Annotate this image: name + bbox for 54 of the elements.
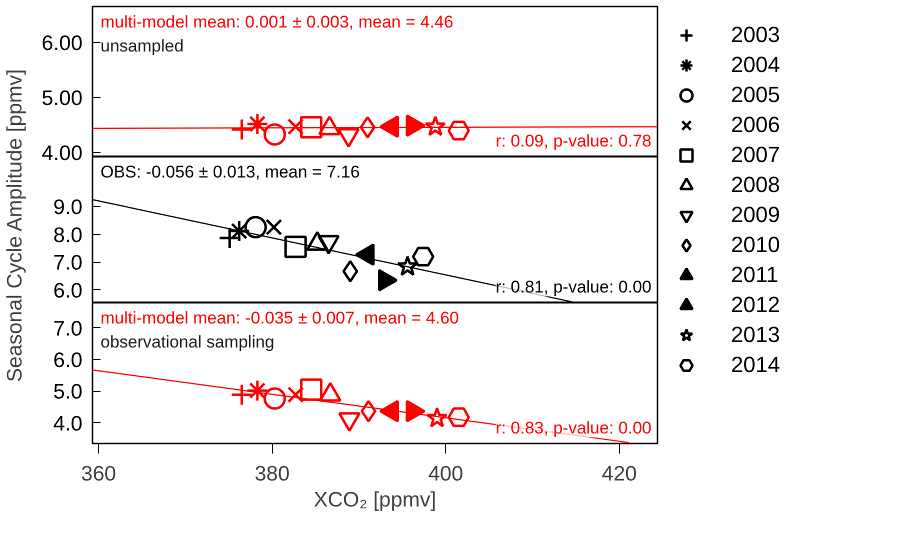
y-tick-label: 7.0 [53,252,83,275]
point [284,236,307,258]
point [287,386,304,404]
y-axis-title: Seasonal Cycle Amplitude [ppmv] [4,69,27,382]
y-tick-label: 7.0 [53,317,83,340]
point [246,379,269,402]
annotation: multi-model mean: -0.035 ± 0.007, mean = 4.60 [100,308,460,328]
y-tick-label: 6.00 [42,32,83,55]
point [426,406,448,428]
x-tick-label: 380 [254,462,290,486]
legend-label: 2014 [731,351,780,379]
legend-label: 2005 [731,81,780,109]
point [266,218,282,236]
x-tick-label: 360 [81,462,116,486]
point [264,387,286,410]
y-tick-label: 6.0 [53,349,83,372]
point [244,216,267,238]
point [396,255,418,276]
point [448,120,470,140]
y-tick-label: 9.0 [53,196,83,220]
legend-label: 2007 [731,141,780,169]
point [424,115,446,136]
y-tick-label: 5.0 [53,380,83,404]
annotation: r: 0.81, p-value: 0.00 [496,278,652,296]
annotation: unsampled [100,36,184,56]
annotation: r: 0.09, p-value: 0.78 [496,132,652,150]
y-tick-label: 4.00 [42,142,83,166]
point [412,246,434,267]
annotation: r: 0.83, p-value: 0.00 [496,418,652,438]
legend-label: 2010 [731,231,780,259]
legend-label: 2004 [731,51,780,79]
x-tick-label: 420 [602,462,637,486]
point [360,116,376,139]
point [300,378,322,401]
annotation: observational sampling [100,332,274,352]
point [342,260,358,283]
y-tick-label: 4.0 [53,412,83,436]
point [246,112,269,136]
y-tick-label: 6.0 [53,279,83,302]
y-tick-label: 5.00 [42,86,83,110]
legend-label: 2013 [731,321,780,349]
legend-label: 2008 [731,171,780,199]
legend-label: 2009 [731,201,780,229]
point [300,116,322,139]
annotation: multi-model mean: 0.001 ± 0.003, mean = 4.46 [100,12,454,32]
legend-label: 2003 [731,21,780,49]
x-axis-title: XCO₂ [ppmv] [314,488,436,512]
y-tick-label: 8.0 [53,224,83,247]
x-tick-label: 400 [428,462,464,486]
point [448,407,470,428]
legend-label: 2011 [731,261,778,289]
legend-label: 2006 [731,111,780,139]
legend-label: 2012 [731,291,780,319]
annotation: OBS: -0.056 ± 0.013, mean = 7.16 [100,162,360,182]
